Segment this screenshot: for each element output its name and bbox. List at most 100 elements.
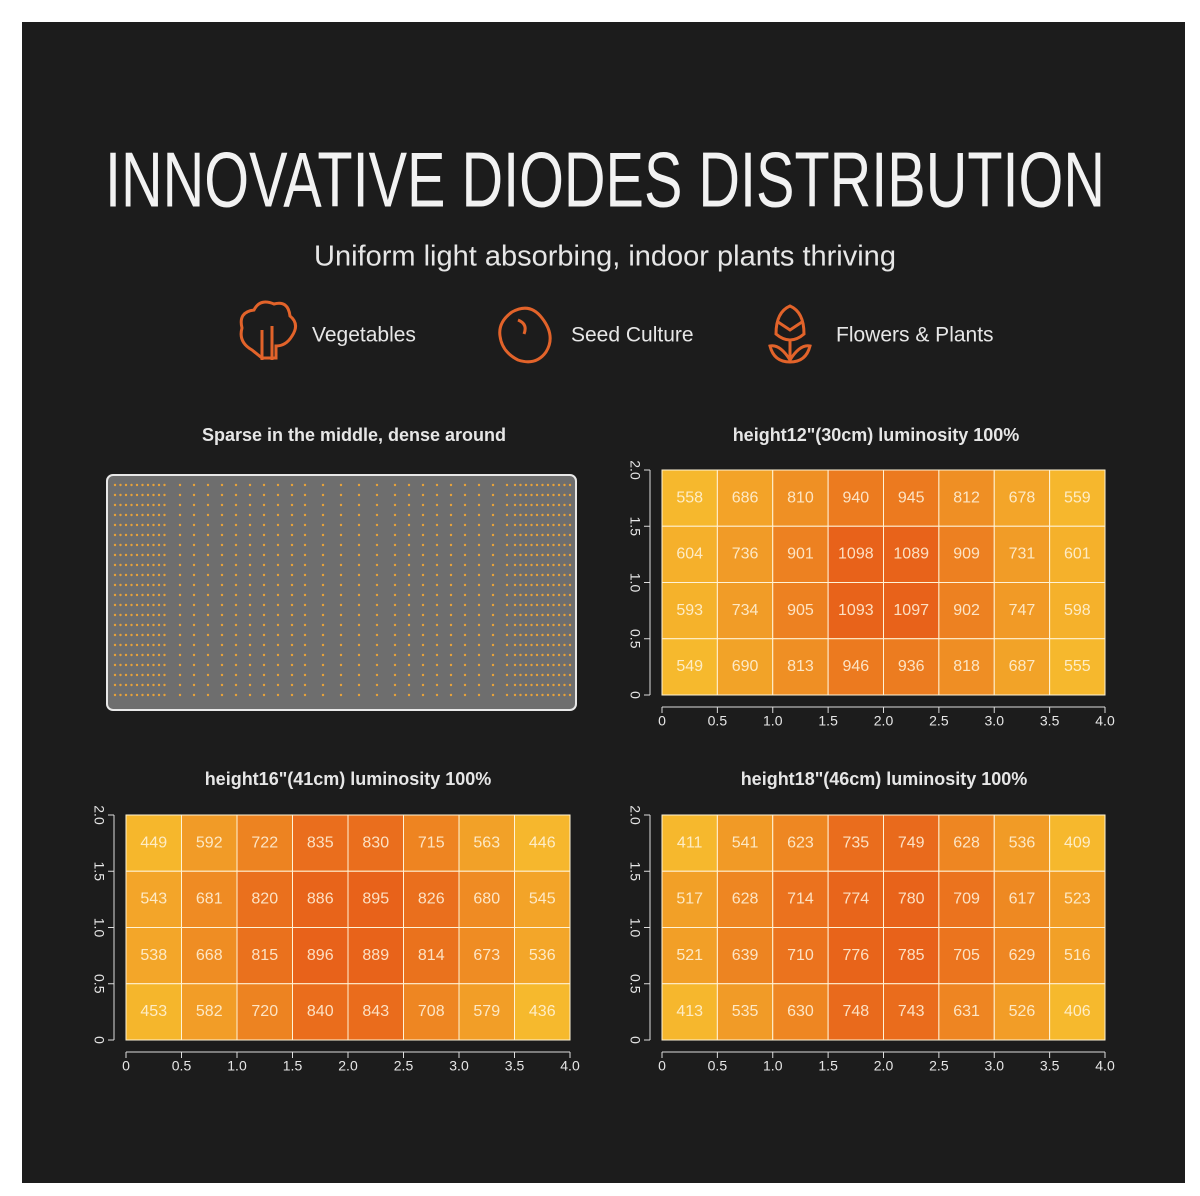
diode [435,663,439,667]
diode [262,653,266,657]
diode [552,693,555,697]
diode [563,633,566,637]
y-tick-label: 1.0 [91,918,107,938]
diode [519,683,522,687]
diode [192,643,196,647]
diode [513,513,517,517]
x-tick-label: 0 [658,713,666,729]
diode [557,693,561,697]
diode [463,643,467,647]
diode [163,623,166,627]
diode [546,513,550,517]
diode [321,533,325,537]
diode [130,683,133,687]
diode [477,523,481,527]
diode [557,533,561,537]
diode [449,643,453,647]
diode [449,613,453,617]
diode [178,683,182,687]
diode [157,663,161,667]
diode [541,623,544,627]
diode [449,633,453,637]
diode [375,503,379,507]
diode [290,583,294,587]
cell-value: 592 [196,834,223,851]
diode [262,523,266,527]
diode [535,493,539,497]
diode [530,593,533,597]
diode [530,523,533,527]
diode [407,513,411,517]
diode [220,513,224,517]
diode [435,683,439,687]
diode [541,523,544,527]
diode [220,593,224,597]
diode [557,683,561,687]
diode [248,693,252,697]
diode [248,523,252,527]
diode [141,583,144,587]
diode [530,553,533,557]
diode [163,613,166,617]
diode [290,683,294,687]
diode [152,673,155,677]
heat-cell [993,983,1051,1041]
diode [449,673,453,677]
x-tick-label: 2.0 [874,1058,894,1074]
diode [124,663,128,667]
diode [530,493,533,497]
cell-value: 722 [251,834,278,851]
diode [146,483,150,487]
diode [519,523,522,527]
diode [152,643,155,647]
diode [220,583,224,587]
diode [163,593,166,597]
diode [163,543,166,547]
diode [568,573,572,577]
diode [449,553,453,557]
heat-cell [514,870,571,928]
cell-value: 593 [676,602,703,619]
diode [113,613,117,617]
diode [491,673,495,677]
x-tick-label: 2.5 [929,713,949,729]
diode [513,693,517,697]
diode [339,493,343,497]
diode [113,653,117,657]
diode [505,683,509,687]
diode [530,613,533,617]
diode [563,483,566,487]
diode [563,543,566,547]
diode [535,653,539,657]
diode [220,553,224,557]
diode [130,673,133,677]
diode [435,483,439,487]
diode [407,643,411,647]
diode [321,523,325,527]
diode [491,563,495,567]
cell-value: 563 [473,834,500,851]
diode [477,603,481,607]
diode [135,533,139,537]
diode [220,563,224,567]
diode [541,583,544,587]
heat-cell [938,814,995,872]
diode [557,603,561,607]
diode [234,613,238,617]
diode [407,623,411,627]
diode [557,643,561,647]
cell-value: 1093 [838,602,874,619]
diode [178,553,182,557]
diode [421,513,425,517]
diode [524,503,528,507]
diode [234,513,238,517]
diode [192,513,196,517]
y-tick-label: 2.0 [627,460,643,480]
diode [563,533,566,537]
diode-board [106,474,577,711]
diode [220,543,224,547]
diode [135,603,139,607]
diode [421,553,425,557]
diode [290,573,294,577]
diode [339,643,343,647]
